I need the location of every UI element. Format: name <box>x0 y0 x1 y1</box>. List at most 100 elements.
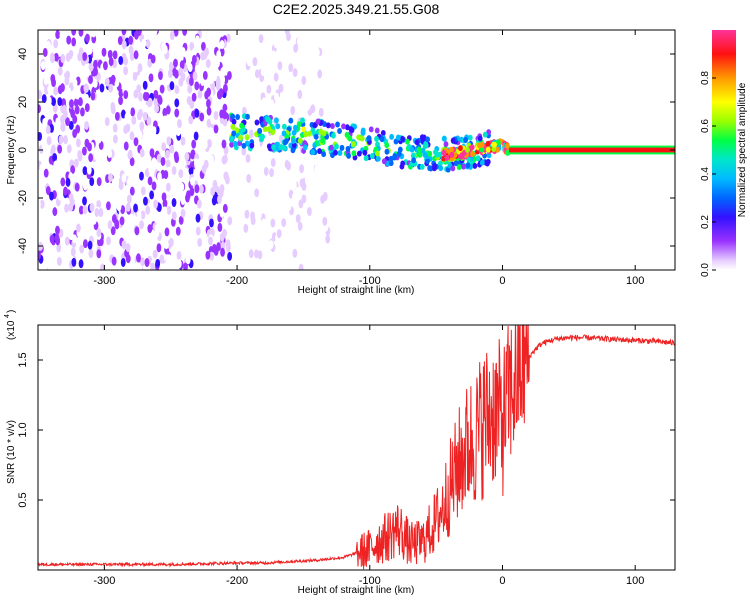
heatmap-cell <box>146 116 152 126</box>
heatmap-cell <box>129 157 135 167</box>
heatmap-cell <box>252 111 258 121</box>
heatmap-cell <box>180 72 186 82</box>
heatmap-cell <box>168 61 174 71</box>
heatmap-cell <box>292 93 298 103</box>
heatmap-cell <box>38 104 41 114</box>
heatmap-cell <box>121 195 127 205</box>
heatmap-cell <box>77 149 83 159</box>
heatmap-cell <box>43 75 49 85</box>
heatmap-cell <box>313 88 319 98</box>
heatmap-cell <box>153 89 159 99</box>
heatmap-cell <box>243 256 249 266</box>
heatmap-cell <box>199 128 205 138</box>
heatmap-cell <box>52 103 58 113</box>
heatmap-cell <box>104 117 110 127</box>
heatmap-cell <box>166 254 172 264</box>
heatmap-cell <box>244 209 250 219</box>
heatmap-cell <box>73 60 79 70</box>
heatmap-cell <box>144 258 150 268</box>
heatmap-cell <box>136 210 142 220</box>
heatmap-cell <box>168 237 174 247</box>
heatmap-cell <box>158 30 164 37</box>
heatmap-cell <box>128 35 134 45</box>
heatmap-cell <box>291 180 297 190</box>
heatmap-cell <box>65 177 71 187</box>
y-tick-label: 1.5 <box>17 352 29 367</box>
heatmap-cell <box>68 120 74 130</box>
heatmap-cell <box>107 149 112 159</box>
heatmap-cell <box>292 68 298 78</box>
heatmap-cell <box>333 149 338 156</box>
heatmap-cell <box>277 61 283 71</box>
heatmap-cell <box>395 134 401 141</box>
heatmap-cell <box>306 244 312 254</box>
heatmap-cell <box>200 51 206 61</box>
heatmap-cell <box>281 123 287 130</box>
heatmap-cell <box>254 119 260 126</box>
heatmap-cell <box>297 89 303 99</box>
heatmap-cell <box>131 115 137 125</box>
heatmap-cell <box>475 155 481 162</box>
heatmap-cell <box>60 114 65 124</box>
heatmap-cell <box>77 52 83 62</box>
heatmap-cell <box>374 135 379 142</box>
heatmap-cell <box>229 135 234 142</box>
heatmap-cell <box>314 164 320 174</box>
heatmap-cell <box>428 165 434 172</box>
x-tick-label: 0 <box>499 275 505 287</box>
heatmap-cell <box>92 78 98 88</box>
heatmap-cell <box>212 179 218 189</box>
heatmap-cell <box>222 110 228 120</box>
spectrogram-x-axis: -300 -200 -100 0 100 <box>93 30 644 287</box>
heatmap-cell <box>363 155 369 162</box>
colorbar-tick-label: 0.6 <box>700 119 711 133</box>
heatmap-cell <box>200 231 206 241</box>
heatmap-cell <box>139 220 144 230</box>
heatmap-cell <box>84 120 89 130</box>
heatmap-cell <box>159 254 165 264</box>
heatmap-cell <box>191 92 197 102</box>
heatmap-cell <box>118 55 124 65</box>
heatmap-cell <box>134 166 139 176</box>
heatmap-cell <box>171 187 177 197</box>
heatmap-cell <box>88 75 93 85</box>
heatmap-cell <box>300 117 305 124</box>
heatmap-cell <box>207 138 212 148</box>
heatmap-cell <box>313 176 319 186</box>
heatmap-cell <box>57 97 63 107</box>
heatmap-cell <box>505 149 511 156</box>
heatmap-cell <box>216 194 222 204</box>
heatmap-cell <box>52 207 58 217</box>
heatmap-cell <box>257 157 262 167</box>
heatmap-cell <box>246 173 252 183</box>
heatmap-cell <box>118 96 124 106</box>
heatmap-cell <box>277 30 283 39</box>
y-tick-label: 40 <box>17 48 29 60</box>
heatmap-cell <box>254 249 259 259</box>
heatmap-cell <box>231 118 237 125</box>
heatmap-cell <box>192 71 198 81</box>
colorbar <box>712 30 736 270</box>
heatmap-cell <box>379 136 385 143</box>
heatmap-cell <box>467 134 473 141</box>
heatmap-cell <box>192 54 197 64</box>
heatmap-cell <box>450 137 456 144</box>
heatmap-cell <box>139 148 145 158</box>
heatmap-cell <box>72 78 78 88</box>
heatmap-cell <box>100 263 105 270</box>
heatmap-cell <box>49 191 54 201</box>
heatmap-cell <box>142 111 148 121</box>
heatmap-cell <box>74 90 80 100</box>
heatmap-cell <box>283 138 289 145</box>
heatmap-cell <box>40 61 46 71</box>
heatmap-cell <box>138 92 143 102</box>
heatmap-cell <box>180 47 186 57</box>
heatmap-cell <box>315 48 320 58</box>
heatmap-cell <box>222 228 227 238</box>
heatmap-cell <box>199 112 205 122</box>
heatmap-cell <box>284 30 290 36</box>
heatmap-cell <box>57 152 62 162</box>
heatmap-cell <box>55 30 61 40</box>
heatmap-cell <box>82 166 88 176</box>
heatmap-cell <box>82 239 88 249</box>
